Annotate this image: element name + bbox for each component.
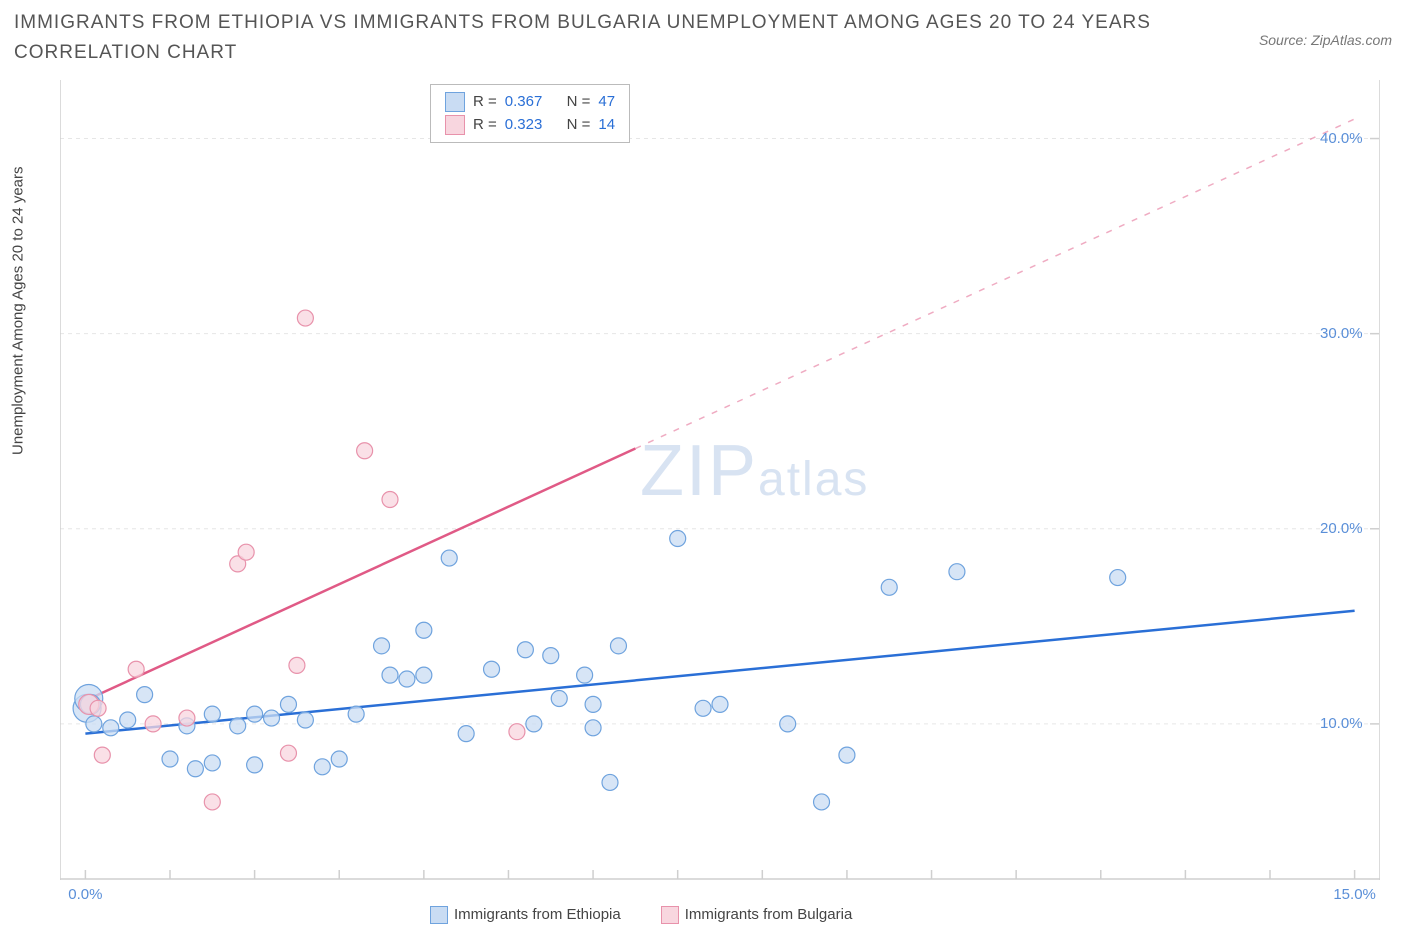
y-tick-label: 20.0% [1320,520,1363,537]
legend-swatch [430,906,448,924]
legend-R-value: 0.367 [505,91,543,114]
series-legend-item: Immigrants from Bulgaria [661,906,853,924]
source-label: Source: ZipAtlas.com [1259,32,1392,48]
y-tick-label: 40.0% [1320,130,1363,147]
chart-container: IMMIGRANTS FROM ETHIOPIA VS IMMIGRANTS F… [0,0,1406,930]
legend-row: R = 0.367 N = 47 [445,91,615,114]
series-name: Immigrants from Bulgaria [685,906,853,923]
header-row: IMMIGRANTS FROM ETHIOPIA VS IMMIGRANTS F… [14,8,1392,69]
legend-swatch [445,92,465,112]
y-tick-label: 30.0% [1320,325,1363,342]
series-legend: Immigrants from Ethiopia Immigrants from … [430,906,852,924]
chart-title: IMMIGRANTS FROM ETHIOPIA VS IMMIGRANTS F… [14,8,1164,69]
legend-R-label: R = [473,114,497,137]
legend-N-label: N = [567,91,591,114]
legend-swatch [661,906,679,924]
correlation-legend: R = 0.367 N = 47 R = 0.323 N = 14 [430,84,630,143]
legend-R-value: 0.323 [505,114,543,137]
legend-R-label: R = [473,91,497,114]
x-tick-label: 0.0% [68,886,102,903]
legend-N-label: N = [567,114,591,137]
y-tick-label: 10.0% [1320,715,1363,732]
series-name: Immigrants from Ethiopia [454,906,621,923]
legend-row: R = 0.323 N = 14 [445,114,615,137]
series-legend-item: Immigrants from Ethiopia [430,906,621,924]
x-tick-label: 15.0% [1333,886,1376,903]
legend-swatch [445,115,465,135]
legend-N-value: 14 [598,114,615,137]
y-axis-label: Unemployment Among Ages 20 to 24 years [10,166,27,455]
scatter-plot [60,80,1380,880]
legend-N-value: 47 [598,91,615,114]
